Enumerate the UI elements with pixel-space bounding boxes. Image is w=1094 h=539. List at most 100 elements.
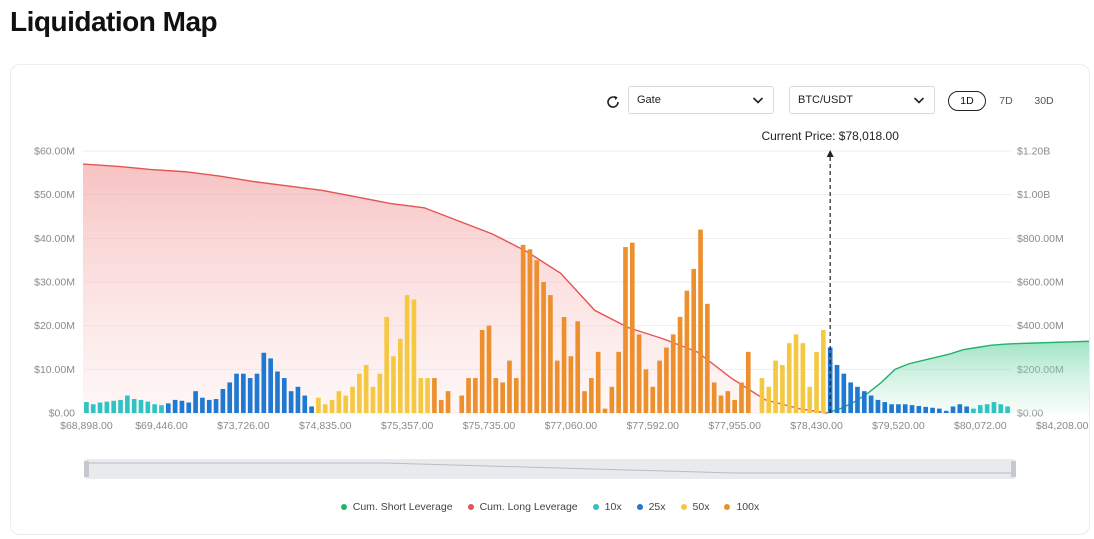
y-left-tick-label: $60.00M bbox=[34, 146, 75, 158]
x-tick-label: $80,072.00 bbox=[954, 420, 1007, 432]
liquidation-bar bbox=[984, 404, 990, 413]
liquidation-bar bbox=[575, 321, 581, 413]
liquidation-bar bbox=[343, 395, 349, 413]
x-tick-label: $84,208.00 bbox=[1036, 420, 1089, 432]
liquidation-bar bbox=[541, 282, 546, 413]
liquidation-bar bbox=[725, 391, 731, 413]
liquidation-bar bbox=[172, 399, 178, 413]
liquidation-bar bbox=[391, 356, 396, 413]
legend-dot-25x bbox=[636, 504, 643, 510]
range-slider[interactable] bbox=[84, 459, 1016, 479]
timeframe-30d[interactable]: 30D bbox=[1034, 95, 1054, 107]
liquidation-bar bbox=[561, 316, 567, 413]
liquidation-bar bbox=[295, 386, 301, 413]
liquidation-bar bbox=[916, 406, 922, 413]
legend-item-long[interactable]: Cum. Long Leverage bbox=[467, 501, 578, 513]
legend-item-25x[interactable]: 25x bbox=[636, 501, 666, 513]
liquidation-bar bbox=[527, 249, 533, 413]
legend-dot-long bbox=[467, 504, 474, 510]
liquidation-bar bbox=[302, 395, 308, 413]
liquidation-bar bbox=[479, 330, 485, 413]
chevron-down-icon bbox=[913, 97, 925, 104]
liquidation-bar bbox=[855, 386, 860, 413]
liquidation-bar bbox=[104, 401, 110, 413]
liquidation-bar bbox=[623, 247, 628, 413]
liquidation-bar bbox=[616, 351, 621, 413]
liquidation-bar bbox=[459, 395, 465, 413]
x-tick-label: $75,357.00 bbox=[381, 420, 434, 432]
y-left-tick-label: $40.00M bbox=[34, 233, 75, 245]
liquidation-bar bbox=[316, 397, 321, 413]
x-tick-label: $77,955.00 bbox=[708, 420, 761, 432]
exchange-select[interactable]: Gate bbox=[628, 86, 774, 114]
legend-label-50x: 50x bbox=[692, 501, 710, 513]
liquidation-bar bbox=[807, 386, 813, 413]
liquidation-bar bbox=[705, 303, 710, 413]
range-slider-right-handle[interactable] bbox=[1011, 461, 1016, 477]
liquidation-bar bbox=[657, 360, 662, 413]
y-right-tick-label: $600.00M bbox=[1017, 277, 1064, 289]
liquidation-bar bbox=[438, 399, 444, 413]
legend-label-10x: 10x bbox=[604, 501, 622, 513]
liquidation-bar bbox=[97, 402, 103, 413]
liquidation-bar bbox=[247, 378, 253, 413]
y-left-tick-label: $0.00 bbox=[49, 408, 75, 420]
legend-item-50x[interactable]: 50x bbox=[680, 501, 710, 513]
liquidation-bar bbox=[350, 386, 355, 413]
liquidation-bar bbox=[554, 360, 560, 413]
liquidation-bar bbox=[397, 338, 403, 413]
liquidation-bar bbox=[493, 378, 499, 413]
timeframe-1d[interactable]: 1D bbox=[948, 91, 986, 111]
liquidation-map-card: Gate BTC/USDT 1D 7D 30D $0.00 $10.00M $20.… bbox=[10, 64, 1090, 535]
refresh-button[interactable] bbox=[603, 92, 623, 112]
liquidation-bar bbox=[766, 386, 772, 413]
liquidation-bar bbox=[739, 382, 744, 413]
liquidation-bar bbox=[718, 395, 724, 413]
legend-item-10x[interactable]: 10x bbox=[592, 501, 622, 513]
exchange-select-value: Gate bbox=[637, 94, 661, 106]
liquidation-bar bbox=[950, 406, 956, 413]
legend-dot-100x bbox=[724, 504, 731, 510]
liquidation-bar bbox=[131, 399, 137, 413]
x-tick-label: $78,430.00 bbox=[790, 420, 843, 432]
liquidation-bar bbox=[589, 378, 594, 413]
liquidation-bar bbox=[473, 378, 478, 413]
timeframe-7d[interactable]: 7D bbox=[999, 95, 1013, 107]
range-slider-left-handle[interactable] bbox=[84, 461, 89, 477]
legend-item-short[interactable]: Cum. Short Leverage bbox=[340, 501, 453, 513]
cum-long-area bbox=[83, 164, 827, 413]
liquidation-bar bbox=[568, 356, 574, 413]
liquidation-bar bbox=[827, 347, 833, 413]
liquidation-bar bbox=[411, 299, 417, 413]
liquidation-bar bbox=[445, 391, 451, 413]
y-left-tick-label: $20.00M bbox=[34, 320, 75, 332]
liquidation-bar bbox=[377, 373, 383, 413]
liquidation-bar bbox=[357, 373, 362, 413]
pair-select[interactable]: BTC/USDT bbox=[789, 86, 935, 114]
liquidation-bar bbox=[943, 410, 949, 413]
x-tick-label: $75,735.00 bbox=[463, 420, 516, 432]
liquidation-bar bbox=[138, 399, 144, 413]
liquidation-bar bbox=[268, 358, 273, 413]
liquidation-bar bbox=[780, 364, 785, 413]
liquidation-bar bbox=[84, 402, 89, 413]
y-right-tick-label: $400.00M bbox=[1017, 320, 1064, 332]
liquidation-bar bbox=[200, 397, 205, 413]
liquidation-bar bbox=[275, 371, 280, 413]
liquidation-bar bbox=[834, 364, 840, 413]
liquidation-bar bbox=[773, 360, 778, 413]
liquidation-bar bbox=[534, 260, 540, 413]
liquidation-bar bbox=[691, 268, 697, 413]
x-tick-label: $77,592.00 bbox=[626, 420, 679, 432]
liquidation-bar bbox=[159, 405, 164, 413]
liquidation-bar bbox=[896, 404, 901, 413]
liquidation-bar bbox=[868, 395, 874, 413]
legend-dot-50x bbox=[680, 504, 687, 510]
liquidation-bar bbox=[937, 408, 942, 413]
liquidation-bar bbox=[309, 406, 314, 413]
legend-label-25x: 25x bbox=[648, 501, 666, 513]
liquidation-bar bbox=[548, 295, 553, 413]
liquidation-bar bbox=[234, 373, 239, 413]
legend-item-100x[interactable]: 100x bbox=[724, 501, 759, 513]
liquidation-bar bbox=[281, 378, 287, 413]
